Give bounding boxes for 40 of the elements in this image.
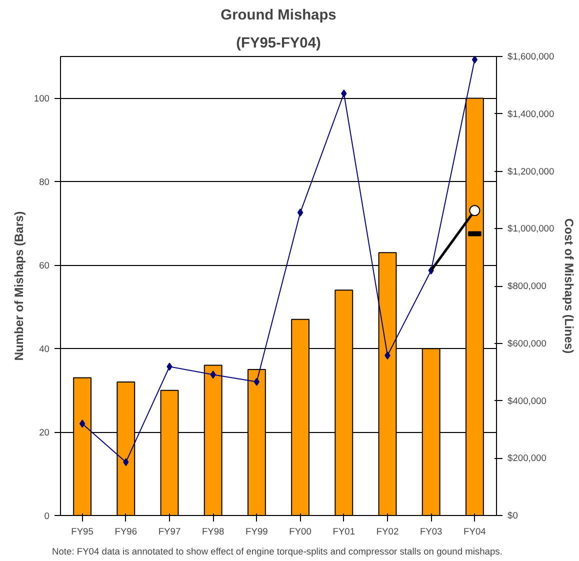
x-tick-label: FY03 bbox=[420, 526, 442, 536]
y2-tick-label: $600,000 bbox=[508, 338, 546, 348]
point bbox=[166, 362, 172, 371]
point bbox=[210, 370, 216, 379]
y-axis-title: Number of Mishaps (Bars) bbox=[12, 211, 26, 361]
chart-subtitle: (FY95-FY04) bbox=[236, 36, 321, 52]
y2-tick-label: $1,000,000 bbox=[508, 224, 554, 234]
y2-tick-label: $1,200,000 bbox=[508, 166, 554, 176]
point bbox=[469, 205, 480, 216]
x-tick-label: FY98 bbox=[202, 526, 224, 536]
y2-tick-label: $0 bbox=[508, 510, 518, 520]
x-tick-label: FY96 bbox=[114, 526, 138, 536]
x-tick-label: FY97 bbox=[158, 526, 181, 536]
point bbox=[79, 420, 86, 428]
point bbox=[254, 378, 260, 386]
y-tick-label: 40 bbox=[39, 344, 50, 354]
y-tick-label: 20 bbox=[39, 428, 50, 438]
y2-tick-label: $800,000 bbox=[508, 281, 546, 291]
x-tick-label: FY01 bbox=[332, 526, 356, 536]
y2-axis-title: Cost of Mishaps (Lines) bbox=[562, 218, 576, 354]
y-tick-label: 100 bbox=[34, 94, 50, 104]
point bbox=[472, 56, 478, 64]
x-tick-label: FY99 bbox=[246, 526, 268, 536]
point bbox=[297, 208, 304, 217]
text: Note: FY04 data is annotated to show effect of engine torque-splits and compressor stalls on gound mishaps. bbox=[52, 546, 502, 556]
point bbox=[123, 458, 129, 466]
y-tick-label: 0 bbox=[44, 511, 50, 521]
point bbox=[341, 90, 347, 98]
y2-tick-label: $200,000 bbox=[508, 453, 546, 464]
chart-title: Ground Mishaps bbox=[220, 8, 336, 24]
y-tick-label: 80 bbox=[39, 177, 50, 188]
x-tick-label: FY00 bbox=[289, 526, 312, 536]
y2-tick-label: $1,600,000 bbox=[508, 52, 554, 62]
x-tick-label: FY04 bbox=[464, 526, 486, 536]
point bbox=[384, 351, 390, 360]
y-tick-label: 60 bbox=[39, 260, 50, 271]
x-tick-label: FY95 bbox=[71, 526, 94, 536]
x-tick-label: FY02 bbox=[376, 526, 399, 536]
y2-tick-label: $400,000 bbox=[508, 396, 546, 406]
y2-tick-label: $1,400,000 bbox=[508, 108, 554, 119]
